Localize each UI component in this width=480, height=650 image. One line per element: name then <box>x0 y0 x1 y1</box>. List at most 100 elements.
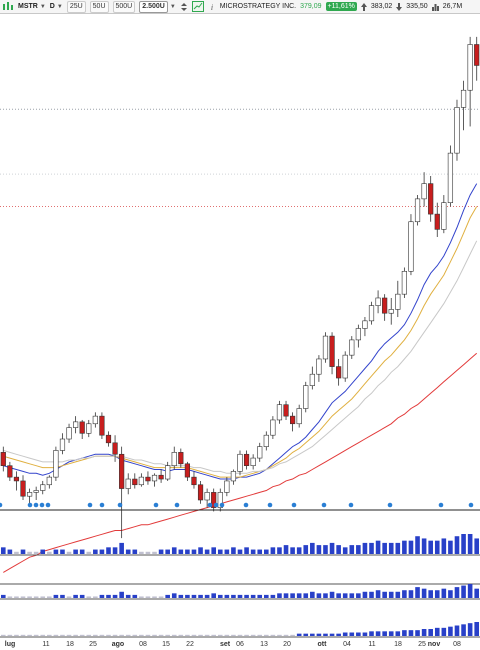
volume-bar <box>112 547 118 554</box>
volume-bar <box>47 551 52 554</box>
volume-bar <box>408 590 414 598</box>
high-value: 383,02 <box>370 3 393 10</box>
volume-bar <box>231 547 236 554</box>
volume-bar <box>336 633 341 636</box>
candle-body <box>263 434 269 447</box>
candle-body <box>329 335 335 367</box>
period-label[interactable]: D <box>49 3 55 10</box>
event-marker-icon <box>291 502 297 508</box>
symbol-dropdown-icon[interactable]: ▼ <box>39 3 46 10</box>
volume-bar <box>303 593 309 598</box>
volume-bar <box>415 536 420 554</box>
volume-bar <box>40 596 46 598</box>
volume-bar <box>270 547 276 554</box>
volume-bar <box>316 593 322 598</box>
volume-bar <box>53 634 59 636</box>
x-axis-tick-label: lug <box>5 641 16 648</box>
range-dropdown-icon[interactable]: ▼ <box>169 3 176 10</box>
volume-bar <box>27 596 32 598</box>
volume-bar <box>474 588 480 598</box>
volume-bar <box>257 549 263 554</box>
candle-body <box>66 427 72 440</box>
volume-bar <box>93 634 98 636</box>
x-axis-tick-label: 25 <box>418 641 426 648</box>
event-marker-icon <box>117 502 123 508</box>
moving-average-line <box>3 352 478 573</box>
candle-body <box>460 89 467 108</box>
volume-value: 26,7M <box>442 3 463 10</box>
volume-bar <box>250 549 256 554</box>
candle-body <box>309 373 315 386</box>
volume-bar <box>310 542 315 554</box>
volume-bar <box>277 547 282 554</box>
volume-bar <box>211 634 216 636</box>
range-button-25u[interactable]: 25U <box>66 0 86 13</box>
candle-body <box>349 339 355 356</box>
volume-bar <box>336 593 341 598</box>
exchange-icon[interactable] <box>2 1 14 12</box>
range-button-50u[interactable]: 50U <box>89 0 109 13</box>
chart-type-icon[interactable] <box>191 1 204 12</box>
volume-bar <box>53 594 59 598</box>
candle-body <box>171 452 177 466</box>
candle-body <box>20 480 26 497</box>
candle-body <box>53 450 59 478</box>
volume-bar <box>257 634 263 636</box>
volume-bar <box>388 542 394 554</box>
volume-bar <box>296 633 302 636</box>
x-axis-tick-label: 25 <box>89 641 97 648</box>
volume-bar <box>237 594 243 598</box>
volume-bar <box>158 634 164 636</box>
volume-bar <box>329 542 335 554</box>
candle-body <box>191 476 197 486</box>
x-axis-tick-label: 08 <box>453 641 461 648</box>
volume-bar <box>119 542 124 554</box>
volume-bar <box>158 549 164 554</box>
volume-bar <box>369 631 374 636</box>
candle-body <box>421 183 427 200</box>
candle-body <box>197 484 204 501</box>
price-chart[interactable]: lug 11 18 25 ago 08 15 22 set 06 13 20 ott 04 11 18 25 no… <box>0 14 480 650</box>
x-axis-tick-label: 11 <box>368 641 375 648</box>
volume-bar <box>191 549 197 554</box>
toolbar: MSTR ▼ D ▼ 25U 50U 500U 2.500U ▼ i MICRO… <box>0 0 480 14</box>
volume-bar <box>158 596 164 598</box>
volume-bar <box>296 547 302 554</box>
volume-bar <box>231 594 236 598</box>
volume-bar <box>198 547 203 554</box>
volume-bar <box>178 549 184 554</box>
candle-body <box>382 297 388 314</box>
volume-bar <box>125 549 131 554</box>
range-button-500u[interactable]: 500U <box>112 0 136 13</box>
volume-bar <box>60 594 65 598</box>
volume-bar <box>369 542 374 554</box>
range-button-2500u[interactable]: 2.500U <box>139 0 168 13</box>
candle-body <box>138 476 144 486</box>
candle-body <box>7 465 13 478</box>
volume-bar <box>145 551 151 554</box>
volume-bar <box>428 540 433 554</box>
candle-body <box>230 471 237 482</box>
candle-body <box>322 335 329 360</box>
candle-body <box>211 492 217 508</box>
candle-body <box>237 453 243 472</box>
volume-bar <box>33 634 39 636</box>
candle-body <box>158 474 164 480</box>
volume-bar <box>211 547 216 554</box>
volume-bar <box>224 634 230 636</box>
volume-bar <box>264 634 269 636</box>
event-marker-icon <box>207 502 213 508</box>
symbol-label[interactable]: MSTR <box>18 3 38 10</box>
x-axis-tick-label: 18 <box>66 641 74 648</box>
event-marker-icon <box>387 502 393 508</box>
period-dropdown-icon[interactable]: ▼ <box>56 3 63 10</box>
sort-icon[interactable] <box>180 2 188 12</box>
candle-body <box>145 476 151 482</box>
volume-bar <box>342 632 348 636</box>
candle-body <box>26 492 33 497</box>
volume-bar <box>185 549 190 554</box>
volume-bar <box>421 588 427 598</box>
candle-body <box>204 492 210 501</box>
volume-bar <box>421 629 427 636</box>
info-icon[interactable]: i <box>208 2 216 12</box>
